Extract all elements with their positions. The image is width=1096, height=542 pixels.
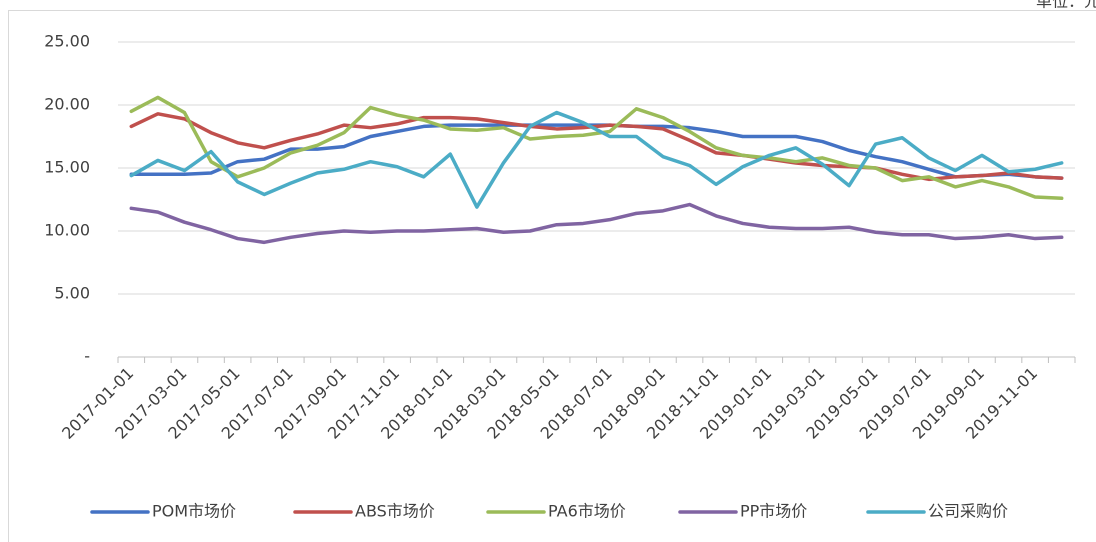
series-line [129, 110, 1064, 209]
y-tick-label: 10.00 [44, 221, 90, 240]
y-tick-label: 20.00 [44, 95, 90, 114]
unit-note: 单位：元/千克 [1036, 0, 1096, 11]
legend-label: POM市场价 [152, 502, 236, 521]
series-line [129, 112, 1064, 182]
series-line [129, 95, 1064, 200]
legend-label: ABS市场价 [355, 502, 435, 521]
y-tick-label: - [84, 347, 90, 366]
y-tick-label: 15.00 [44, 158, 90, 177]
series-line [129, 202, 1064, 245]
chart-frame [8, 10, 1096, 542]
legend-label: PA6市场价 [548, 502, 626, 521]
legend-label: 公司采购价 [928, 502, 1008, 521]
legend-label: PP市场价 [740, 502, 807, 521]
y-tick-label: 5.00 [54, 284, 90, 303]
y-tick-label: 25.00 [44, 32, 90, 51]
